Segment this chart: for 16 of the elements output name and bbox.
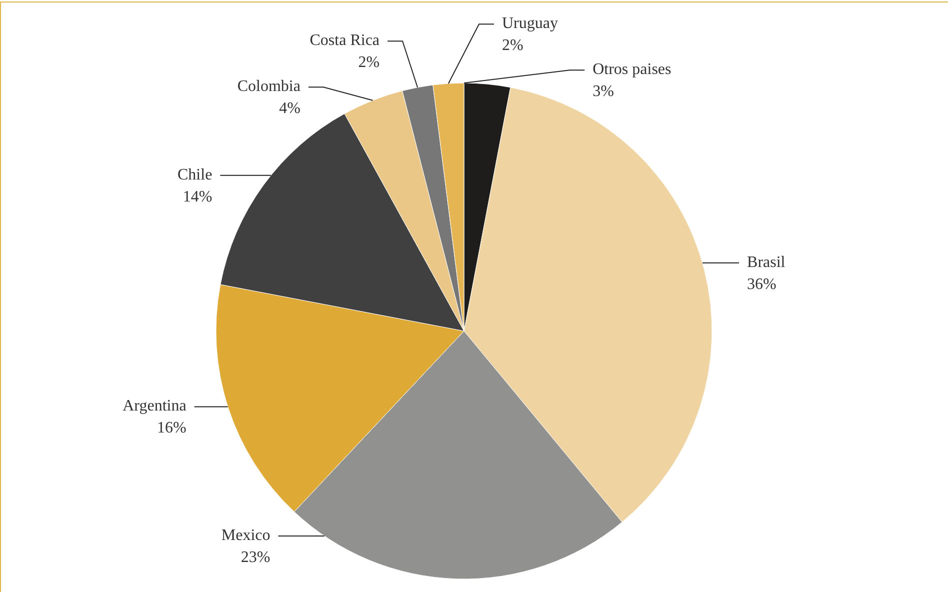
data-label: 3% bbox=[592, 83, 614, 100]
data-label: 4% bbox=[279, 100, 300, 118]
data-label: 23% bbox=[240, 549, 270, 566]
data-label: 2% bbox=[502, 37, 524, 54]
slice-label: Otros paises bbox=[592, 61, 672, 78]
data-label: 2% bbox=[358, 54, 380, 72]
data-label: 14% bbox=[182, 188, 212, 206]
slice-label: Costa Rica bbox=[310, 32, 380, 50]
slice-label: Brasil bbox=[747, 254, 786, 271]
slice-label: Uruguay bbox=[502, 15, 558, 32]
slice-label: Argentina bbox=[122, 398, 186, 415]
slice-label: Chile bbox=[178, 166, 212, 184]
slice-label: Colombia bbox=[237, 78, 300, 96]
data-label: 16% bbox=[157, 420, 186, 437]
slice-label: Mexico bbox=[221, 527, 270, 544]
data-label: 36% bbox=[747, 276, 776, 293]
